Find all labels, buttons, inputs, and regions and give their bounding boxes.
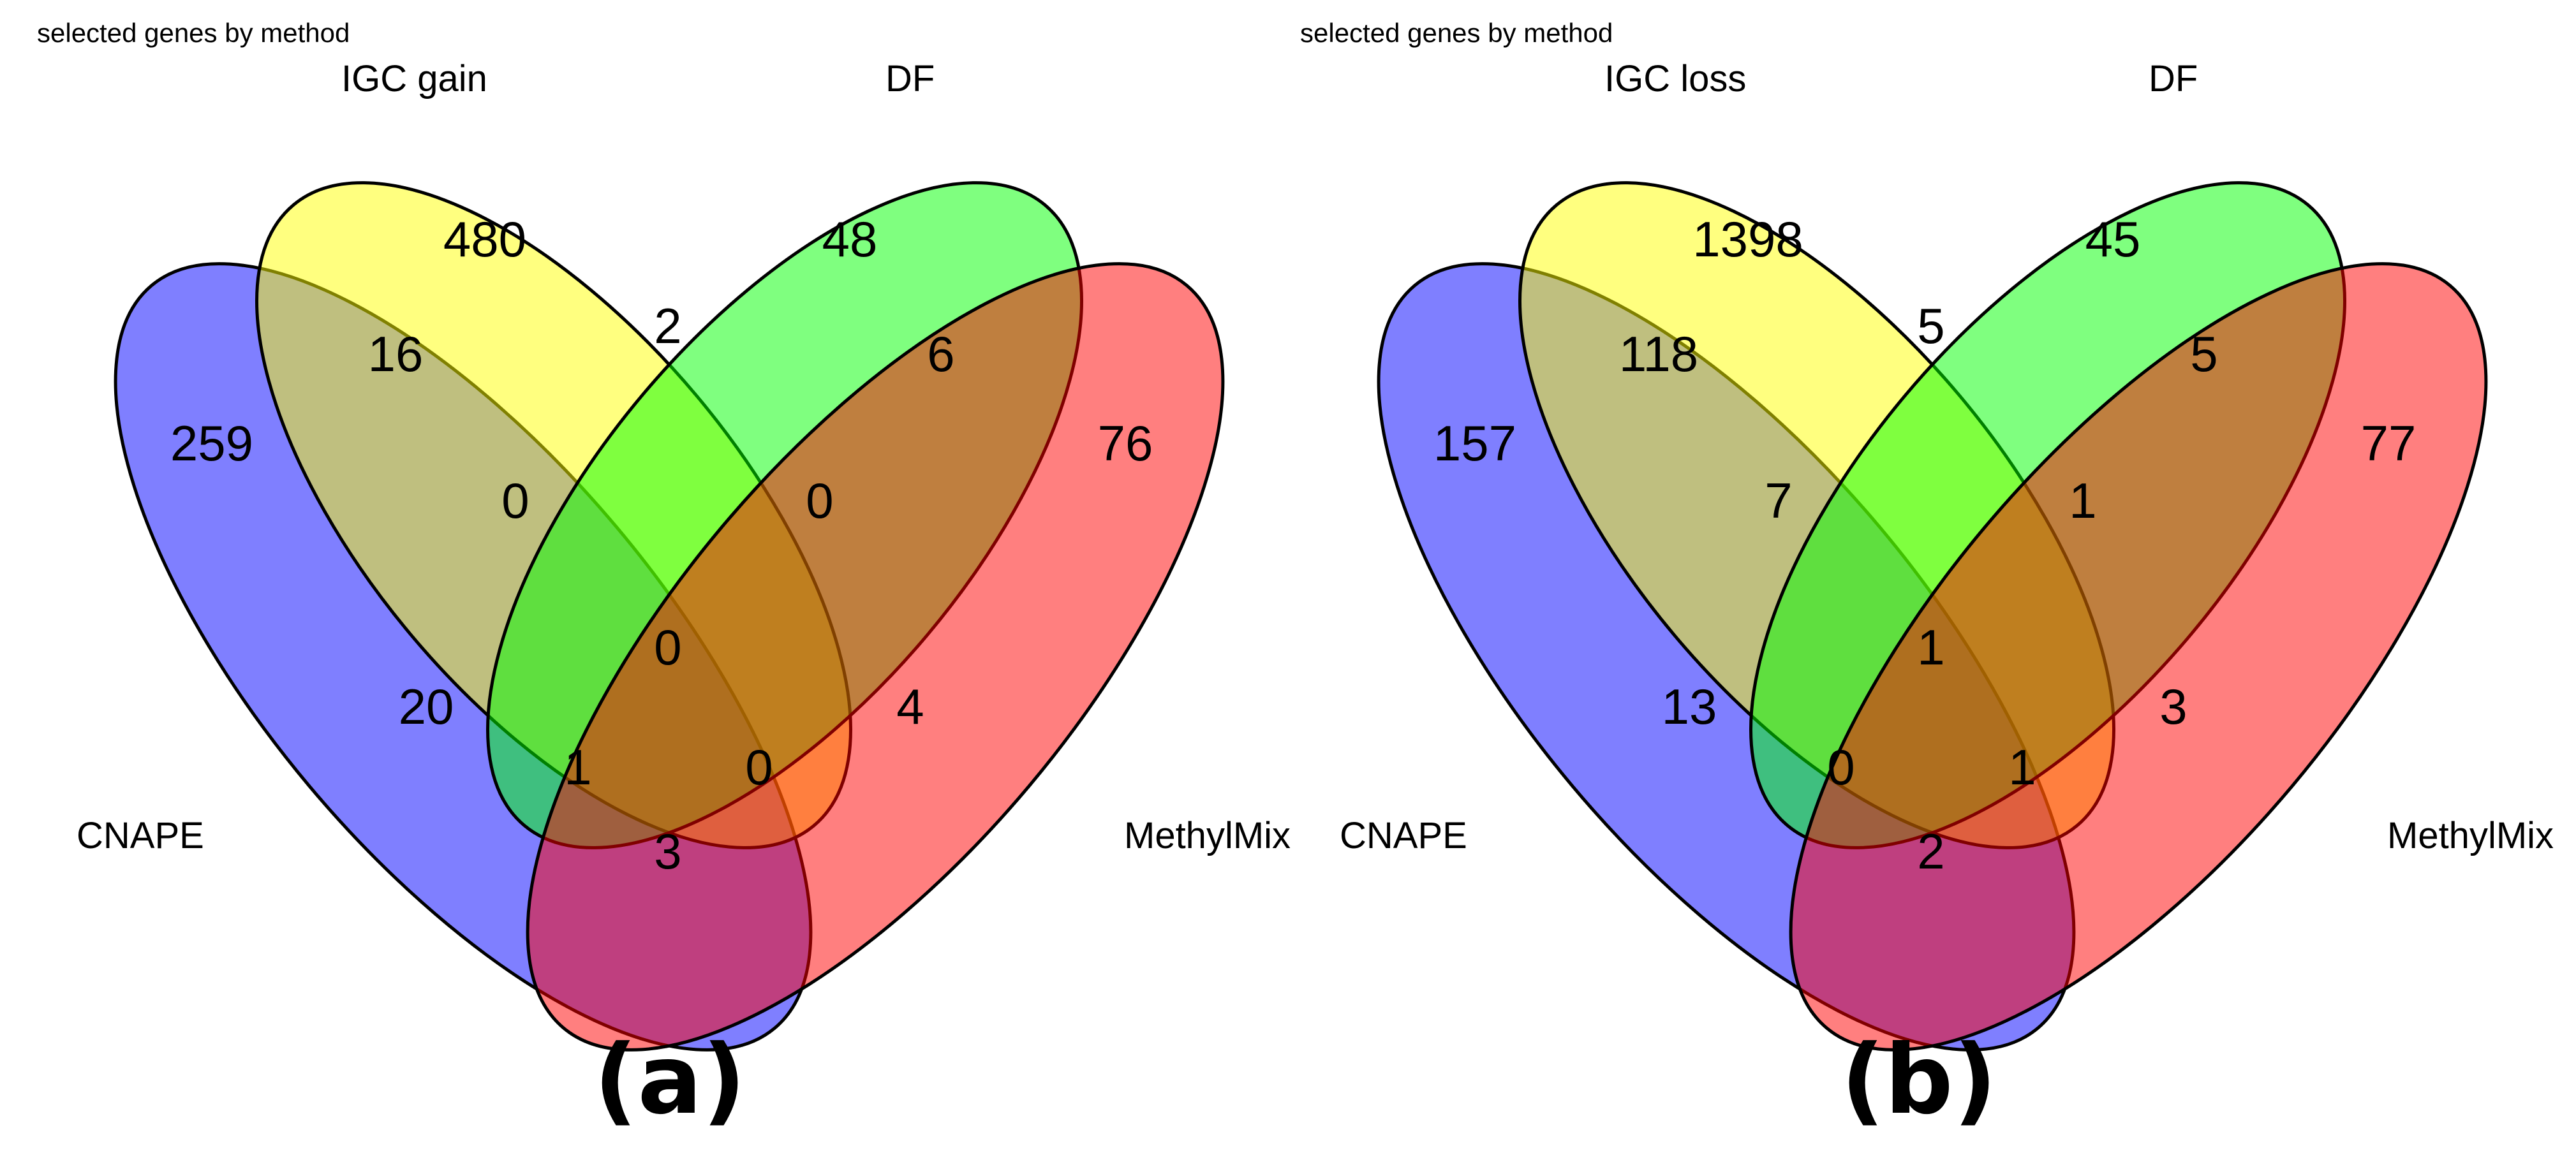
count-cnape-igc-df: 0 [501,473,529,529]
set-label-igc-loss: IGC loss [1604,58,1746,99]
count-cnape-df-methylmix: 1 [564,739,591,795]
count-cnape-df: 13 [1662,678,1717,735]
count-df-only: 45 [2085,211,2141,267]
venn-sets-a [114,181,1225,1052]
set-label-methylmix: MethylMix [2387,815,2554,856]
count-igc-only: 480 [443,211,526,267]
count-cnape-df: 20 [399,678,454,735]
set-label-cnape: CNAPE [77,815,204,856]
region-counts-a: 259 480 48 76 16 2 6 0 0 0 20 4 1 0 3 [170,211,1153,879]
count-igc-df: 2 [654,298,681,354]
venn-sets-b [1377,181,2488,1052]
count-methylmix-only: 77 [2361,415,2417,471]
set-label-df: DF [885,58,935,99]
count-cnape-igc: 16 [368,326,424,382]
panel-letter-a: (a) [594,1025,746,1136]
panel-b-subtitle: selected genes by method [1300,18,1613,48]
count-igc-df-methylmix: 0 [806,473,833,529]
count-cnape-only: 157 [1433,415,1516,471]
count-igc-df: 5 [1917,298,1944,354]
venn-panel-a: selected genes by method IGC gain DF CNA… [37,18,1291,1136]
set-label-igc-gain: IGC gain [341,58,487,99]
count-cnape-igc-df: 7 [1765,473,1792,529]
count-cnape-igc-methylmix: 1 [2008,739,2036,795]
count-cnape-igc-methylmix: 0 [745,739,773,795]
count-methylmix-only: 76 [1098,415,1153,471]
venn-panel-b: selected genes by method IGC loss DF CNA… [1300,18,2554,1136]
count-all-four: 1 [1917,619,1944,675]
count-cnape-igc: 118 [1619,326,1698,382]
count-cnape-methylmix: 2 [1917,823,1944,879]
region-counts-b: 157 1398 45 77 118 5 5 7 1 1 13 3 0 1 2 [1433,211,2416,879]
count-igc-methylmix: 4 [896,678,924,735]
count-all-four: 0 [654,619,681,675]
set-ellipse-methylmix [1789,262,2488,1052]
set-label-methylmix: MethylMix [1124,815,1291,856]
set-label-df: DF [2149,58,2198,99]
count-igc-methylmix: 3 [2159,678,2187,735]
count-df-methylmix: 6 [927,326,954,382]
count-cnape-df-methylmix: 0 [1827,739,1854,795]
set-ellipse-methylmix [526,262,1225,1052]
panel-letter-b: (b) [1841,1025,1997,1136]
count-cnape-only: 259 [170,415,253,471]
count-igc-df-methylmix: 1 [2069,473,2096,529]
count-igc-only: 1398 [1692,211,1803,267]
count-df-only: 48 [822,211,878,267]
count-df-methylmix: 5 [2190,326,2217,382]
set-label-cnape: CNAPE [1340,815,1467,856]
panel-a-subtitle: selected genes by method [37,18,350,48]
count-cnape-methylmix: 3 [654,823,681,879]
